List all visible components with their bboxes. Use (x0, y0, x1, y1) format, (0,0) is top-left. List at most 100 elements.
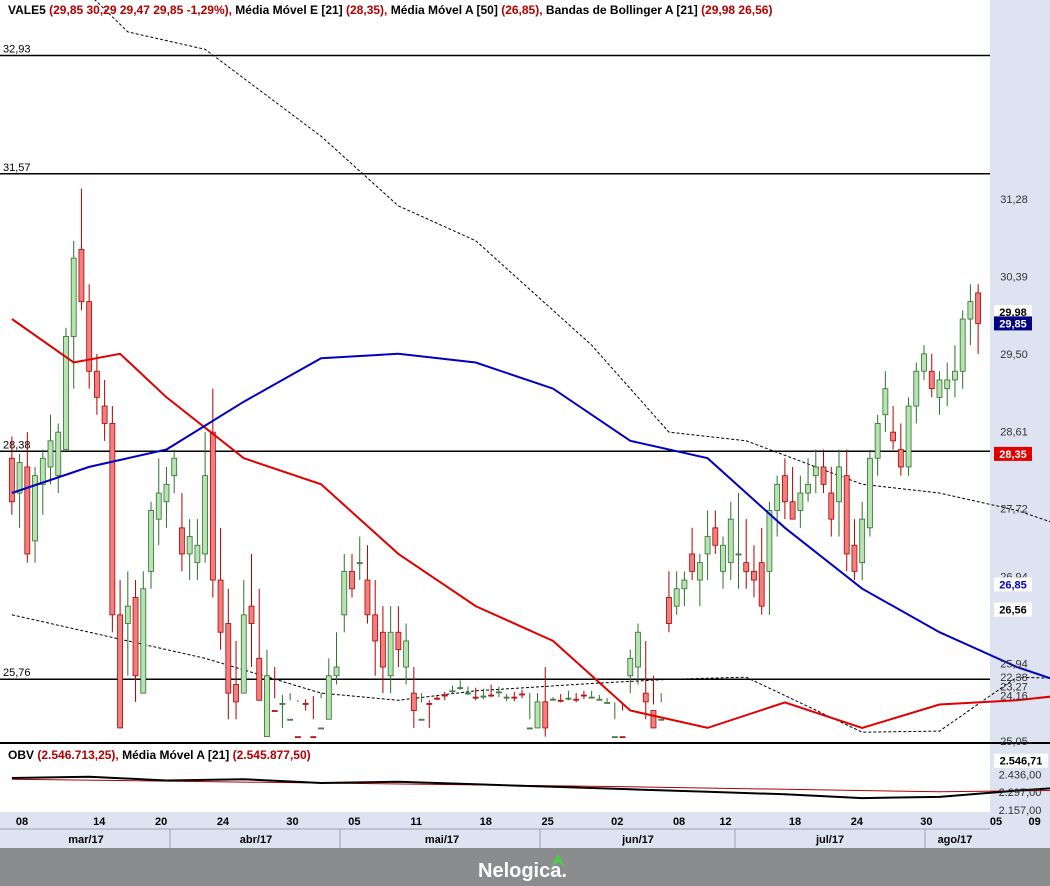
candle-up (797, 492, 804, 511)
obv-ma-line (11, 778, 1050, 793)
bollinger-legend-value: (29,98 26,56) (701, 3, 773, 17)
candle-up (47, 440, 54, 468)
candle-down (380, 631, 386, 668)
bollinger-lower-line (11, 614, 1050, 733)
candle-down (248, 605, 255, 624)
candle-up (526, 727, 533, 730)
month-label: mai/17 (425, 834, 459, 846)
candle-down (851, 544, 858, 572)
candle-down (441, 694, 448, 697)
candle-down (256, 657, 263, 701)
candle-up (148, 510, 154, 572)
candle-up (681, 579, 688, 590)
candle-up (418, 718, 425, 721)
candle-up (457, 687, 464, 690)
candle-up (140, 588, 147, 694)
date-tick-label: 05 (348, 816, 360, 828)
candle-up (55, 431, 62, 477)
candle-down (472, 696, 479, 699)
date-tick-label: 09 (1029, 816, 1041, 828)
horizontal-level-label: 32,93 (3, 43, 31, 55)
candle-down (828, 492, 835, 520)
candle-up (318, 727, 324, 730)
value-tag-box (994, 316, 1032, 331)
price-axis-tick: 25,94 (1000, 659, 1028, 671)
obv-axis-tick: 2.436,00 (999, 770, 1042, 782)
sma-legend-label: Média Móvel A [50] (390, 3, 498, 17)
obv-ma-legend-value: (2.545.877,50) (232, 748, 311, 762)
candle-down (511, 696, 518, 699)
candle-down (372, 614, 379, 642)
candle-up (63, 336, 69, 450)
candle-up (635, 631, 641, 668)
candle-down (410, 692, 417, 711)
value-tag-box (994, 577, 1032, 592)
candle-down (233, 684, 239, 703)
sma-50-line (11, 352, 1050, 680)
candle-down (843, 475, 850, 555)
candle-up (967, 301, 974, 320)
candle-up (704, 536, 711, 555)
candle-down (642, 692, 649, 703)
candle-up (264, 675, 270, 738)
time-axis-panel (0, 812, 990, 848)
candle-down (743, 562, 750, 572)
candle-up (32, 475, 38, 542)
horizontal-level-label: 25,76 (3, 667, 31, 679)
candle-up (171, 457, 178, 477)
ema-legend-value: (28,35), (346, 3, 388, 17)
value-tag-label: 29,98 (999, 307, 1027, 319)
brand-mark-icon (551, 853, 565, 867)
price-chart-canvas[interactable]: 32,93 31,57 28,38 25,76 31,28 30,39 29,50 28,61… (0, 0, 1050, 848)
candle-down (93, 370, 100, 398)
value-tag-label: 29,85 (999, 318, 1027, 330)
candle-down (426, 703, 433, 705)
candle-down (820, 466, 827, 485)
candle-up (495, 691, 502, 694)
obv-axis-tick: 2.157,00 (999, 805, 1042, 817)
candle-up (921, 353, 927, 372)
candle-up (39, 457, 46, 485)
candle-up (124, 605, 131, 624)
candle-down (302, 703, 309, 705)
candle-up (735, 553, 742, 556)
symbol-label: VALE5 (8, 3, 46, 17)
candle-down (542, 701, 549, 729)
obv-value-tag-box (994, 753, 1048, 768)
candle-down (666, 597, 672, 624)
date-tick-label: 12 (719, 816, 731, 828)
date-tick-label: 30 (920, 816, 932, 828)
candle-up (387, 631, 394, 677)
date-tick-label: 24 (851, 816, 864, 828)
obv-ma-legend-label: Média Móvel A [21] (122, 748, 230, 762)
candle-up (565, 697, 572, 700)
candle-up (480, 695, 487, 698)
brand-logo-text: Nelogica. (478, 860, 567, 882)
candle-down (928, 370, 935, 390)
footer-bar (0, 848, 1050, 886)
ohlc-values: (29,85 30,29 29,47 29,85 -1,29%), (49, 3, 232, 17)
candle-up (503, 696, 510, 699)
candle-up (70, 257, 77, 337)
candle-down (209, 431, 216, 581)
date-tick-label: 05 (990, 816, 1002, 828)
candle-up (959, 318, 966, 372)
bollinger-legend-label: Bandas de Bollinger A [21] (545, 3, 698, 17)
candle-down (132, 597, 139, 677)
candle-up (550, 698, 556, 701)
candle-up (836, 466, 842, 503)
date-tick-label: 02 (611, 816, 623, 828)
candle-up (325, 675, 332, 720)
candle-up (155, 492, 162, 520)
candle-up (805, 483, 811, 494)
candle-down (890, 431, 897, 442)
date-tick-label: 25 (542, 816, 554, 828)
candle-up (341, 570, 348, 616)
month-label: mar/17 (68, 834, 103, 846)
candle-down (78, 249, 85, 303)
obv-legend-label: OBV (8, 748, 35, 762)
candle-up (202, 475, 209, 555)
obv-axis-tick: 2.297,00 (999, 787, 1042, 799)
price-legend: VALE5 (29,85 30,29 29,47 29,85 -1,29%), … (8, 3, 772, 17)
price-axis-tick: 27,72 (1000, 504, 1028, 516)
